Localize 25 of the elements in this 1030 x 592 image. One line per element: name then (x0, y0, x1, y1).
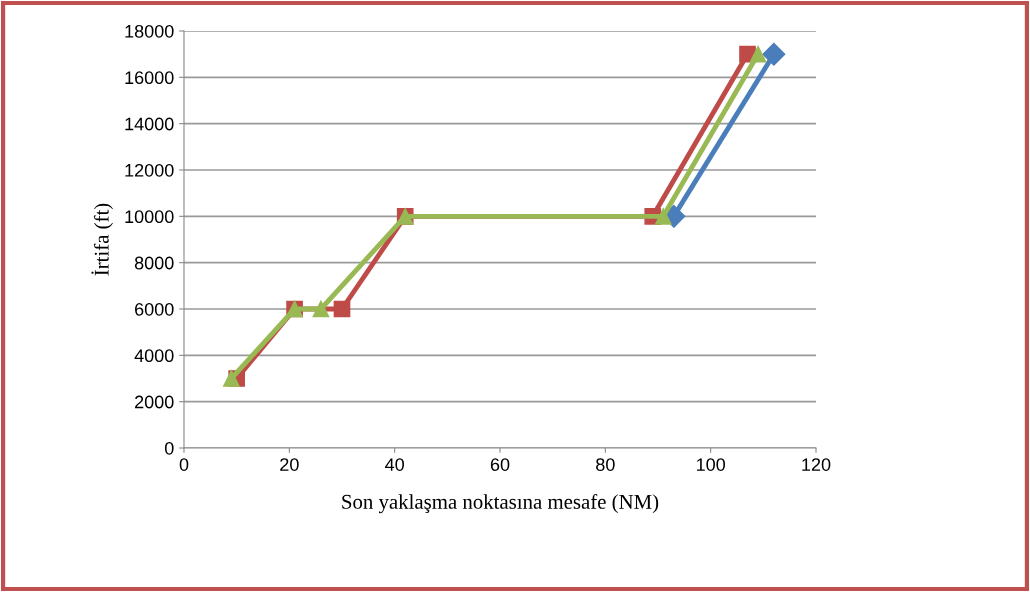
y-tick-label: 14000 (125, 117, 174, 131)
x-tick-label: 80 (596, 458, 615, 471)
point (312, 300, 330, 318)
x-tick-label: 60 (490, 458, 510, 471)
y-tick-label: 0 (164, 441, 174, 455)
y-axis-title: İrtifa (ft) (91, 203, 113, 276)
x-tick-label: 0 (179, 458, 189, 471)
x-tick-label: 100 (696, 458, 726, 471)
y-tick-label: 16000 (125, 71, 174, 85)
y-tick-label: 18000 (125, 24, 174, 38)
x-tick-label: 20 (280, 458, 299, 471)
y-tick-label: 8000 (134, 256, 174, 270)
x-tick-label: 40 (385, 458, 404, 471)
point (762, 42, 786, 66)
point (749, 45, 767, 63)
x-axis-title: Son yaklaşma noktasına mesafe (NM) (342, 494, 659, 514)
y-tick-label: 2000 (135, 395, 174, 409)
y-tick-label: 12000 (125, 163, 174, 177)
point (223, 370, 240, 387)
y-tick-label: 10000 (125, 210, 174, 224)
point (333, 300, 351, 318)
y-tick-label: 4000 (134, 349, 174, 363)
y-tick-label: 6000 (135, 302, 174, 316)
x-tick-label: 120 (802, 458, 831, 471)
point (654, 207, 672, 225)
